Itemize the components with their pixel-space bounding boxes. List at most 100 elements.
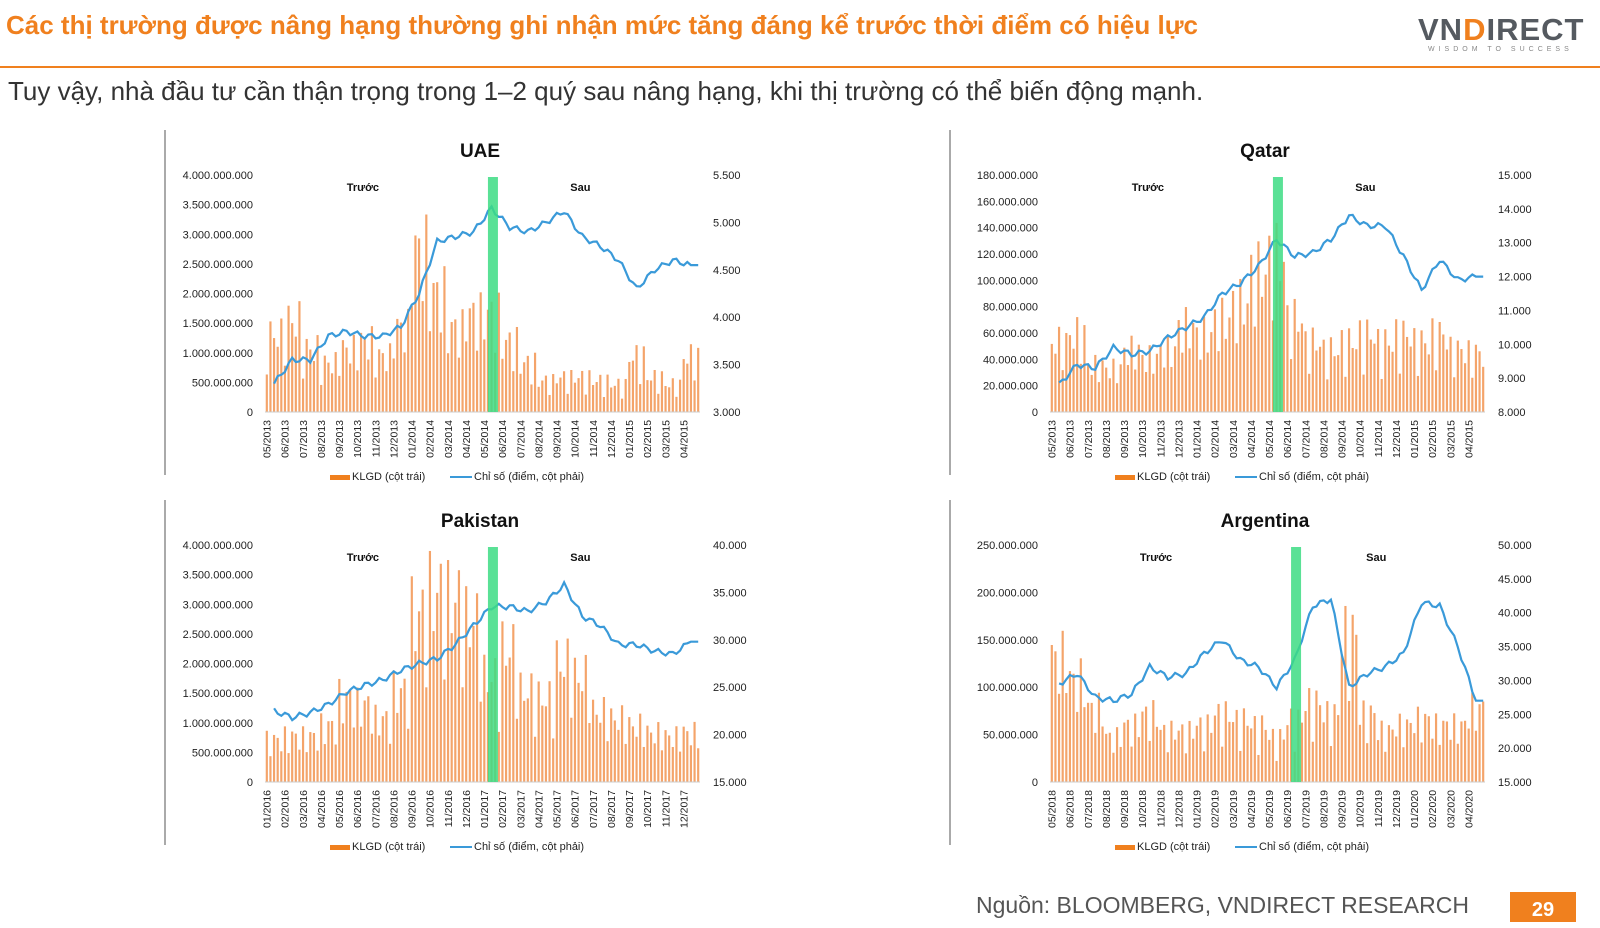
volume-bar [1181,352,1184,412]
volume-bar [407,728,410,782]
volume-bar [1478,704,1481,782]
x-axis-tick: 12/2019 [1391,790,1403,828]
volume-bar [414,651,417,782]
x-axis-tick: 07/2013 [298,420,310,458]
volume-bar [1123,347,1126,412]
x-axis-tick: 04/2015 [678,420,690,458]
volume-bar [562,371,566,412]
x-axis-tick: 11/2013 [370,420,382,457]
volume-bar [1322,339,1325,412]
volume-bar [668,735,671,782]
volume-bar [396,712,399,782]
volume-bar [1289,359,1293,412]
left-axis-tick: 150.000.000 [977,635,1038,647]
x-axis-tick: 01/2017 [479,790,491,828]
volume-bar [631,360,635,412]
x-axis-tick: 11/2018 [1155,790,1167,827]
volume-bar [1152,373,1155,412]
volume-bar [1166,752,1169,782]
volume-bar [1463,720,1467,782]
volume-bar [1297,331,1300,412]
volume-bar [628,717,631,782]
volume-bar [1170,720,1173,782]
volume-bar [660,371,664,412]
volume-bar [1141,354,1144,412]
volume-bar [1358,724,1362,782]
volume-bar [454,319,457,412]
volume-bar [1442,720,1445,782]
volume-bar [639,713,642,782]
volume-bar [443,266,446,412]
right-axis-tick: 35.000 [713,587,747,599]
volume-bar [1235,709,1238,782]
volume-bar [1105,367,1108,412]
volume-bar [697,347,700,412]
right-axis-tick: 14.000 [1498,204,1532,216]
left-axis-tick: 20.000.000 [983,381,1038,393]
upgrade-highlight-band [487,547,498,782]
volume-bar [588,370,591,412]
volume-bar [1420,742,1423,782]
volume-bar [1304,711,1307,782]
volume-bar [356,687,359,782]
x-axis-tick: 04/2014 [1246,420,1258,458]
x-axis-tick: 09/2016 [406,790,418,828]
volume-bar [298,301,301,412]
left-axis-tick: 1.000.000.000 [183,718,253,730]
volume-bar [573,657,577,782]
label-after: Sau [570,552,590,564]
x-axis-tick: 05/2016 [334,790,346,828]
volume-bar [1235,343,1238,412]
volume-bar [1268,739,1271,782]
volume-bar [385,711,388,782]
volume-bar [1260,296,1264,412]
volume-bar [555,383,558,412]
volume-bar [457,570,461,782]
volume-bar [1068,671,1072,782]
right-axis-tick: 10.000 [1498,339,1532,351]
x-axis-tick: 10/2013 [352,420,364,458]
volume-bar [1286,725,1289,782]
volume-bar [283,726,287,782]
x-axis-tick: 09/2014 [551,420,563,458]
volume-bar [1177,320,1180,412]
volume-bar [1242,324,1246,412]
volume-bar [305,338,308,412]
volume-bar [367,359,370,412]
volume-bar [294,336,297,412]
volume-bar [566,393,569,412]
label-before: Trước [347,552,379,564]
volume-bar [468,647,471,782]
volume-bar [1271,728,1275,782]
volume-bar [1344,376,1347,412]
volume-bar [1123,722,1126,782]
volume-bar [1445,721,1449,782]
legend-bar-label: KLGD (cột trái) [1137,471,1210,483]
volume-bar [1369,339,1372,412]
volume-bar [475,350,479,412]
volume-bar [1206,352,1209,412]
volume-bar [272,338,276,412]
x-axis-tick: 07/2019 [1300,790,1312,828]
volume-bar [631,726,635,782]
volume-bar [1224,338,1227,412]
volume-bar [396,318,399,412]
volume-bar [1482,701,1485,782]
right-axis-tick: 50.000 [1498,540,1532,552]
volume-bar [1137,344,1140,412]
volume-bar [628,361,631,412]
page-subtitle: Tuy vậy, nhà đầu tư cần thận trọng trong… [8,76,1204,106]
page-number: 29 [1510,892,1576,922]
volume-bar [1159,345,1162,412]
x-axis-tick: 11/2014 [1373,420,1385,457]
volume-bar [693,721,696,782]
right-axis-tick: 20.000 [1498,743,1532,755]
volume-bar [1467,340,1470,412]
x-axis-tick: 02/2020 [1427,790,1439,828]
volume-bar [1112,358,1115,412]
volume-bar [504,665,508,782]
x-axis-tick: 09/2013 [334,420,346,458]
volume-bar [352,727,355,782]
volume-bar [660,750,664,782]
volume-bar [1083,707,1086,782]
